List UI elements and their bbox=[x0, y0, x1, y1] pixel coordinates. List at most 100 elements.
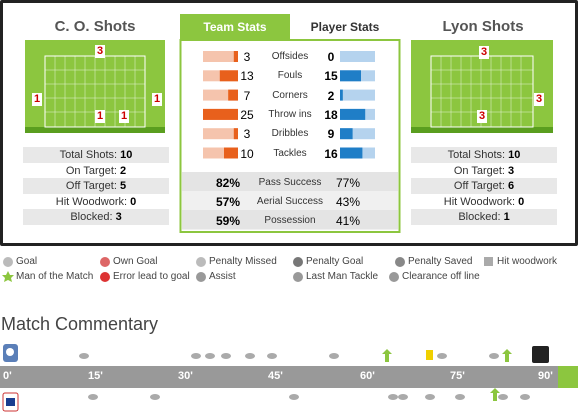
pitch-number: 3 bbox=[95, 45, 105, 58]
shot-stat-row: Total Shots: 10 bbox=[23, 147, 169, 163]
legend-item: Goal bbox=[16, 256, 38, 267]
legend-icons bbox=[2, 257, 493, 282]
stat-value: 5 bbox=[119, 180, 127, 192]
away-value: 15 bbox=[324, 69, 338, 84]
stat-label: On Target: bbox=[453, 164, 509, 177]
legend-item: Assist bbox=[209, 271, 236, 282]
legend-item: Man of the Match bbox=[16, 271, 94, 282]
stat-label: Tackles bbox=[273, 147, 307, 159]
pitch-number: 1 bbox=[119, 110, 129, 123]
home-value: 3 bbox=[243, 50, 251, 64]
home-title: C. O. Shots bbox=[54, 18, 136, 35]
timeline bbox=[0, 366, 558, 388]
home-value: 7 bbox=[243, 88, 251, 103]
stat-value: 0 bbox=[130, 195, 137, 208]
pitch-number: 3 bbox=[477, 110, 487, 123]
pitch-number: 1 bbox=[95, 110, 105, 123]
time-label: 90' bbox=[538, 370, 553, 382]
shot-stat-row: Total Shots: 10 bbox=[411, 147, 557, 163]
stat-label: Off Target: bbox=[453, 180, 508, 192]
stat-value: 3 bbox=[115, 211, 122, 223]
away-pct: 77% bbox=[335, 176, 361, 190]
away-bar-bg bbox=[340, 89, 375, 101]
stat-label: Off Target: bbox=[65, 180, 120, 192]
shot-stat-row: Hit Woodwork: 0 bbox=[411, 193, 557, 210]
stats-box bbox=[0, 0, 578, 246]
tab[interactable]: Player Stats bbox=[310, 20, 380, 34]
stat-label: On Target: bbox=[65, 164, 121, 177]
stat-label: Throw ins bbox=[268, 108, 312, 120]
away-bar bbox=[340, 147, 363, 159]
home-value: 3 bbox=[243, 127, 251, 142]
team-badges bbox=[2, 344, 19, 412]
stat-value: 2 bbox=[120, 164, 127, 177]
shot-stat-row: On Target: 3 bbox=[411, 162, 557, 179]
pct-label: Pass Success bbox=[258, 177, 322, 188]
stat-value: 3 bbox=[508, 164, 515, 177]
stat-label: Hit Woodwork: bbox=[55, 195, 131, 208]
event-icons bbox=[79, 346, 549, 401]
away-value: 2 bbox=[327, 88, 335, 103]
home-pct: 59% bbox=[215, 214, 241, 228]
home-bar-bg bbox=[203, 51, 238, 62]
home-pct: 82% bbox=[215, 176, 241, 190]
stat-label: Hit Woodwork: bbox=[443, 195, 519, 208]
stat-label: Total Shots: bbox=[59, 149, 121, 161]
away-value: 9 bbox=[327, 127, 335, 142]
away-title: Lyon Shots bbox=[442, 18, 524, 35]
stat-label: Dribbles bbox=[271, 128, 309, 140]
time-label: 75' bbox=[450, 370, 465, 382]
pct-row-bg bbox=[182, 172, 398, 191]
away-value: 16 bbox=[324, 146, 338, 161]
stat-label: Offsides bbox=[271, 51, 309, 62]
home-bar bbox=[224, 147, 238, 159]
stat-label: Blocked: bbox=[70, 211, 116, 223]
home-bar bbox=[219, 70, 238, 82]
home-bar bbox=[203, 108, 238, 120]
away-bar bbox=[340, 70, 361, 82]
pitch-number: 1 bbox=[152, 93, 162, 106]
stat-value: 0 bbox=[518, 195, 525, 208]
time-label: 30' bbox=[178, 370, 193, 382]
stat-value: 10 bbox=[120, 149, 133, 161]
away-bar-bg bbox=[340, 128, 375, 140]
home-value: 25 bbox=[240, 107, 254, 122]
home-value: 13 bbox=[240, 69, 254, 84]
legend-item: Penalty Missed bbox=[209, 256, 277, 267]
home-bar-bg bbox=[203, 89, 238, 101]
commentary-title: Match Commentary bbox=[1, 314, 159, 334]
legend-item: Error lead to goal bbox=[113, 271, 190, 282]
pitch-number: 1 bbox=[32, 93, 42, 106]
home-bar bbox=[228, 89, 238, 101]
home-value: 10 bbox=[240, 146, 254, 161]
stat-label: Corners bbox=[272, 89, 308, 101]
home-bar bbox=[233, 128, 238, 140]
tab[interactable]: Team Stats bbox=[203, 20, 267, 34]
pitch-number: 3 bbox=[479, 46, 489, 59]
away-bar bbox=[340, 128, 353, 140]
stat-label: Total Shots: bbox=[447, 149, 509, 161]
time-label: 0' bbox=[3, 370, 12, 382]
pct-label: Possession bbox=[264, 215, 316, 226]
away-pct: 41% bbox=[335, 214, 361, 228]
stat-value: 6 bbox=[507, 180, 515, 192]
pitch-number: 3 bbox=[534, 93, 544, 106]
away-bar bbox=[340, 89, 343, 101]
legend-item: Penalty Saved bbox=[408, 256, 473, 267]
shot-stat-row: Blocked: 1 bbox=[411, 209, 557, 225]
home-pct: 57% bbox=[215, 195, 241, 209]
stat-value: 1 bbox=[503, 211, 510, 223]
shot-stat-row: Hit Woodwork: 0 bbox=[23, 193, 169, 210]
shot-stat-row: Off Target: 5 bbox=[23, 178, 169, 194]
pct-row-bg bbox=[182, 210, 398, 229]
shot-stat-row: Blocked: 3 bbox=[23, 209, 169, 225]
shot-stat-row: On Target: 2 bbox=[23, 162, 169, 179]
stat-value: 10 bbox=[508, 149, 521, 161]
legend-item: Clearance off line bbox=[402, 271, 480, 282]
active-tab[interactable] bbox=[180, 14, 290, 40]
shot-stat-row: Off Target: 6 bbox=[411, 178, 557, 194]
time-label: 60' bbox=[360, 370, 375, 382]
legend-item: Hit woodwork bbox=[497, 256, 558, 267]
